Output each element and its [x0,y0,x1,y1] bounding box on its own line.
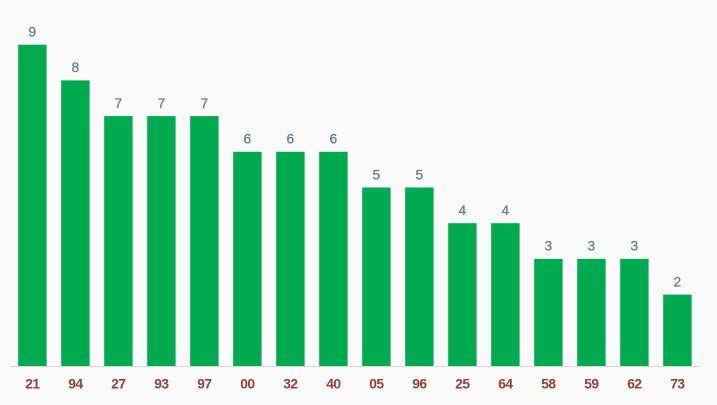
svg-text:9: 9 [29,25,37,40]
svg-text:3: 3 [545,239,553,254]
svg-text:94: 94 [68,377,83,392]
svg-text:3: 3 [631,239,639,254]
svg-text:93: 93 [154,377,169,392]
svg-text:58: 58 [541,377,556,392]
svg-text:64: 64 [498,377,513,392]
svg-text:32: 32 [283,377,298,392]
svg-text:96: 96 [412,377,427,392]
svg-text:05: 05 [369,377,384,392]
svg-text:8: 8 [72,60,80,75]
svg-text:6: 6 [330,132,338,147]
svg-text:6: 6 [287,132,295,147]
svg-text:59: 59 [584,377,599,392]
svg-text:25: 25 [455,377,470,392]
svg-text:21: 21 [25,377,40,392]
svg-text:6: 6 [244,132,252,147]
svg-text:3: 3 [588,239,596,254]
svg-text:73: 73 [670,377,685,392]
svg-text:62: 62 [627,377,642,392]
svg-text:4: 4 [502,203,510,218]
svg-text:40: 40 [326,377,341,392]
svg-text:27: 27 [111,377,126,392]
svg-text:00: 00 [240,377,255,392]
svg-text:97: 97 [197,377,212,392]
svg-text:7: 7 [115,96,123,111]
svg-text:7: 7 [158,96,166,111]
svg-text:7: 7 [201,96,209,111]
svg-text:5: 5 [373,167,381,182]
svg-text:4: 4 [459,203,467,218]
svg-text:2: 2 [674,274,682,289]
svg-text:5: 5 [416,167,424,182]
